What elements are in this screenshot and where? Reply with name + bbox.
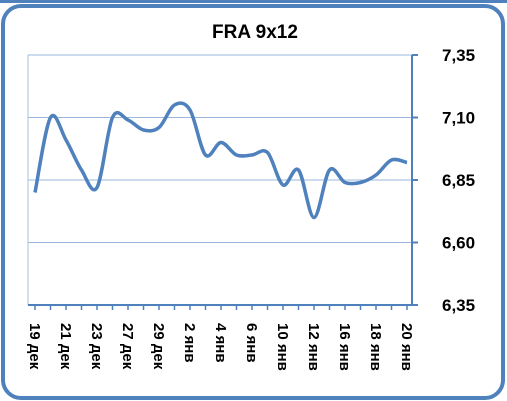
line-series [33,101,408,220]
x-tick-label: 29 дек [150,323,167,370]
chart-body: 6,35 6,60 6,85 7,10 7,35 19 дек 21 дек 23 дек 27… [26,46,475,371]
x-tick-label: 23 дек [88,323,105,370]
x-tick-label: 6 янв [243,323,260,363]
x-tick-label: 19 дек [26,323,43,370]
x-tick-label: 2 янв [181,323,198,363]
x-tick-label: 21 дек [57,323,74,370]
x-tick-label: 20 янв [398,323,415,371]
x-tick-label: 27 дек [119,323,136,370]
y-tick-label: 7,10 [442,109,475,128]
y-tick-label: 6,60 [442,234,475,253]
x-tick-label: 12 янв [305,323,322,371]
y-tick-label: 7,35 [442,46,475,65]
x-tick-label: 10 янв [274,323,291,371]
y-tick-label: 6,85 [442,171,475,190]
chart-title: FRA 9x12 [212,22,298,43]
chart-border [1,4,505,400]
y-tick-label: 6,35 [442,296,475,315]
x-tick-label: 16 янв [336,323,353,371]
x-tick-label: 4 янв [212,323,229,363]
top-strip [0,0,507,3]
x-tick-label: 18 янв [367,323,384,371]
